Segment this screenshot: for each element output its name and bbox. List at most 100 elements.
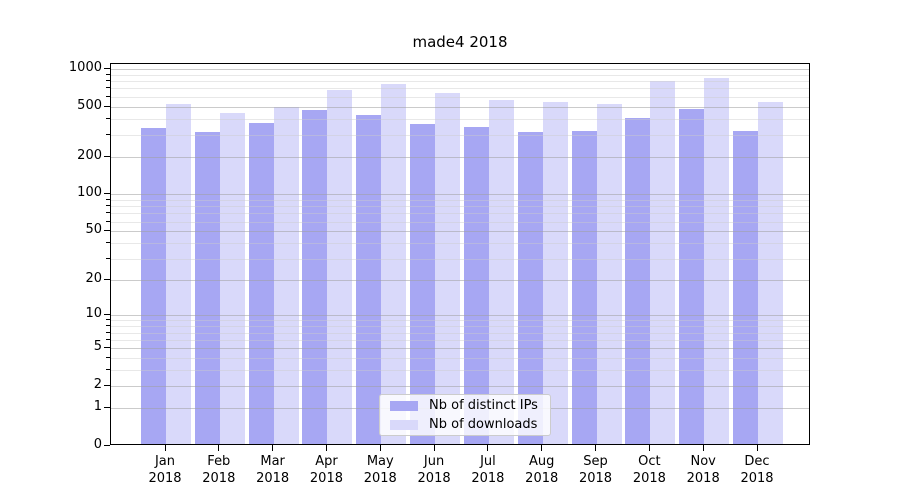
x-tick-mark bbox=[541, 445, 543, 451]
y-minor-tick-mark bbox=[106, 332, 110, 333]
x-tick-mark bbox=[756, 445, 758, 451]
y-minor-tick-mark bbox=[106, 319, 110, 320]
bar-distinct-ips bbox=[679, 108, 705, 444]
y-tick-label: 20 bbox=[85, 270, 102, 286]
bar-distinct-ips bbox=[571, 131, 597, 444]
legend-swatch-downloads bbox=[390, 419, 418, 430]
gridline-minor bbox=[111, 320, 809, 322]
y-minor-tick-mark bbox=[106, 258, 110, 259]
y-tick-mark bbox=[104, 445, 110, 446]
gridline-major bbox=[111, 194, 809, 196]
y-minor-tick-mark bbox=[106, 199, 110, 200]
gridline-major bbox=[111, 279, 809, 281]
gridline-minor bbox=[111, 134, 809, 136]
x-tick-label: Mar 2018 bbox=[256, 454, 290, 486]
x-tick-mark bbox=[595, 445, 597, 451]
gridline-major bbox=[111, 386, 809, 387]
y-minor-tick-mark bbox=[106, 339, 110, 340]
y-tick-label: 50 bbox=[85, 222, 102, 238]
y-tick-label: 10 bbox=[85, 306, 102, 322]
y-minor-tick-mark bbox=[106, 118, 110, 119]
bar-distinct-ips bbox=[194, 131, 220, 444]
bar-downloads bbox=[166, 104, 191, 444]
y-tick-mark bbox=[104, 279, 110, 280]
gridline-minor bbox=[111, 81, 809, 83]
x-tick-label: Aug 2018 bbox=[525, 454, 559, 486]
y-tick-mark bbox=[104, 106, 110, 107]
bar-distinct-ips bbox=[248, 123, 274, 444]
x-tick-label: Dec 2018 bbox=[740, 454, 774, 486]
y-minor-tick-mark bbox=[106, 325, 110, 326]
gridline-minor bbox=[111, 74, 809, 76]
x-tick-label: Apr 2018 bbox=[309, 454, 343, 486]
legend-label-distinct-ips: Nb of distinct IPs bbox=[429, 398, 538, 413]
x-tick-mark bbox=[702, 445, 704, 451]
bar-downloads bbox=[327, 89, 353, 444]
legend-label-downloads: Nb of downloads bbox=[429, 417, 538, 432]
y-tick-label: 100 bbox=[77, 185, 102, 201]
legend-item-distinct-ips: Nb of distinct IPs bbox=[386, 398, 544, 414]
x-tick-label: Sep 2018 bbox=[578, 454, 613, 486]
bar-downloads bbox=[435, 92, 461, 444]
gridline-minor bbox=[111, 243, 809, 245]
gridline-major bbox=[111, 68, 809, 70]
y-tick-label: 2 bbox=[93, 377, 102, 393]
x-tick-label: Nov 2018 bbox=[686, 454, 720, 486]
bar-distinct-ips bbox=[733, 131, 758, 444]
y-minor-tick-mark bbox=[106, 80, 110, 81]
bar-downloads bbox=[381, 83, 407, 444]
y-tick-mark bbox=[104, 68, 110, 69]
bar-downloads bbox=[219, 113, 245, 444]
y-minor-tick-mark bbox=[106, 205, 110, 206]
y-tick-mark bbox=[104, 230, 110, 231]
gridline-minor bbox=[111, 213, 809, 215]
x-tick-label: Jan 2018 bbox=[148, 454, 182, 486]
legend-swatch-distinct-ips bbox=[390, 400, 418, 411]
bar-downloads bbox=[758, 102, 783, 444]
y-tick-mark bbox=[104, 314, 110, 315]
y-tick-mark bbox=[104, 385, 110, 386]
gridline-minor bbox=[111, 258, 809, 260]
bar-distinct-ips bbox=[302, 110, 328, 444]
y-tick-label: 0 bbox=[93, 437, 102, 452]
y-tick-label: 200 bbox=[77, 147, 102, 163]
gridline-minor bbox=[111, 88, 809, 90]
chart-title: made4 2018 bbox=[412, 33, 508, 51]
x-tick-mark bbox=[272, 445, 274, 451]
gridline-minor bbox=[111, 370, 809, 372]
x-tick-mark bbox=[433, 445, 435, 451]
x-tick-label: Jul 2018 bbox=[471, 454, 505, 486]
legend-item-downloads: Nb of downloads bbox=[386, 417, 544, 433]
gridline-major bbox=[111, 106, 809, 108]
bar-downloads bbox=[650, 81, 676, 444]
x-tick-mark bbox=[218, 445, 220, 451]
plot-area: Nb of distinct IPs Nb of downloads bbox=[110, 63, 810, 445]
gridline-minor bbox=[111, 206, 809, 208]
y-minor-tick-mark bbox=[106, 74, 110, 75]
bar-distinct-ips bbox=[517, 131, 543, 444]
x-tick-mark bbox=[379, 445, 381, 451]
y-tick-label: 1000 bbox=[68, 59, 102, 75]
x-tick-label: Oct 2018 bbox=[632, 454, 666, 486]
gridline-major bbox=[111, 348, 809, 350]
bar-distinct-ips bbox=[463, 126, 489, 444]
bar-distinct-ips bbox=[625, 118, 651, 444]
x-tick-label: May 2018 bbox=[363, 454, 397, 486]
bar-distinct-ips bbox=[410, 123, 436, 444]
y-minor-tick-mark bbox=[106, 87, 110, 88]
y-minor-tick-mark bbox=[106, 134, 110, 135]
x-tick-label: Feb 2018 bbox=[202, 454, 236, 486]
bar-distinct-ips bbox=[356, 114, 382, 444]
bar-downloads bbox=[542, 102, 568, 444]
bar-downloads bbox=[596, 104, 622, 444]
y-minor-tick-mark bbox=[106, 357, 110, 358]
y-tick-mark bbox=[104, 193, 110, 194]
y-tick-mark bbox=[104, 156, 110, 157]
gridline-major bbox=[111, 231, 809, 233]
gridline-minor bbox=[111, 221, 809, 223]
gridline-minor bbox=[111, 332, 809, 334]
bar-downloads bbox=[704, 78, 730, 444]
gridline-minor bbox=[111, 326, 809, 328]
gridline-major bbox=[111, 156, 809, 158]
